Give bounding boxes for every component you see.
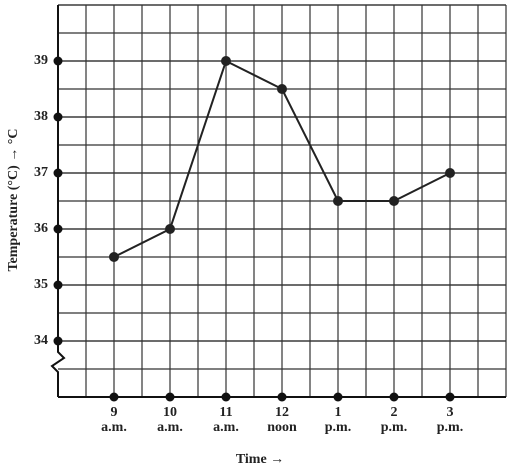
- x-tick-mark: [109, 392, 119, 402]
- x-tick-label: 11: [219, 405, 232, 420]
- x-tick-label: p.m.: [437, 420, 463, 435]
- x-tick-label: 3: [447, 405, 454, 420]
- y-tick-label: 36: [34, 221, 48, 236]
- y-tick-label: 34: [34, 333, 48, 348]
- x-tick-label: 12: [275, 405, 289, 420]
- x-tick-label: a.m.: [157, 420, 183, 435]
- point: [109, 252, 119, 262]
- point: [221, 56, 231, 66]
- point: [445, 168, 455, 178]
- y-tick-mark: [53, 112, 63, 122]
- x-tick-label: p.m.: [381, 420, 407, 435]
- y-tick-mark: [53, 168, 63, 178]
- x-tick-mark: [277, 392, 287, 402]
- y-tick-mark: [53, 336, 63, 346]
- x-tick-label: a.m.: [213, 420, 239, 435]
- x-tick-mark: [445, 392, 455, 402]
- point: [333, 196, 343, 206]
- x-tick-label: 2: [391, 405, 398, 420]
- point: [165, 224, 175, 234]
- x-tick-label: 9: [111, 405, 118, 420]
- y-tick-mark: [53, 280, 63, 290]
- x-axis-label: Time →: [236, 452, 284, 467]
- x-tick-label: p.m.: [325, 420, 351, 435]
- x-tick-label: a.m.: [101, 420, 127, 435]
- point: [277, 84, 287, 94]
- y-tick-label: 38: [34, 109, 48, 124]
- y-tick-label: 35: [34, 277, 48, 292]
- y-tick-mark: [53, 224, 63, 234]
- y-tick-mark: [53, 56, 63, 66]
- y-axis: [50, 5, 66, 397]
- x-tick-label: 10: [163, 405, 177, 420]
- x-tick-mark: [221, 392, 231, 402]
- x-tick-label: 1: [335, 405, 342, 420]
- y-tick-label: 37: [34, 165, 48, 180]
- x-tick-mark: [165, 392, 175, 402]
- y-tick-label: 39: [34, 53, 48, 68]
- x-tick-mark: [389, 392, 399, 402]
- y-axis-label: Temperature (°C) → °C: [6, 128, 21, 271]
- point: [389, 196, 399, 206]
- x-tick-mark: [333, 392, 343, 402]
- x-tick-label: noon: [267, 420, 297, 435]
